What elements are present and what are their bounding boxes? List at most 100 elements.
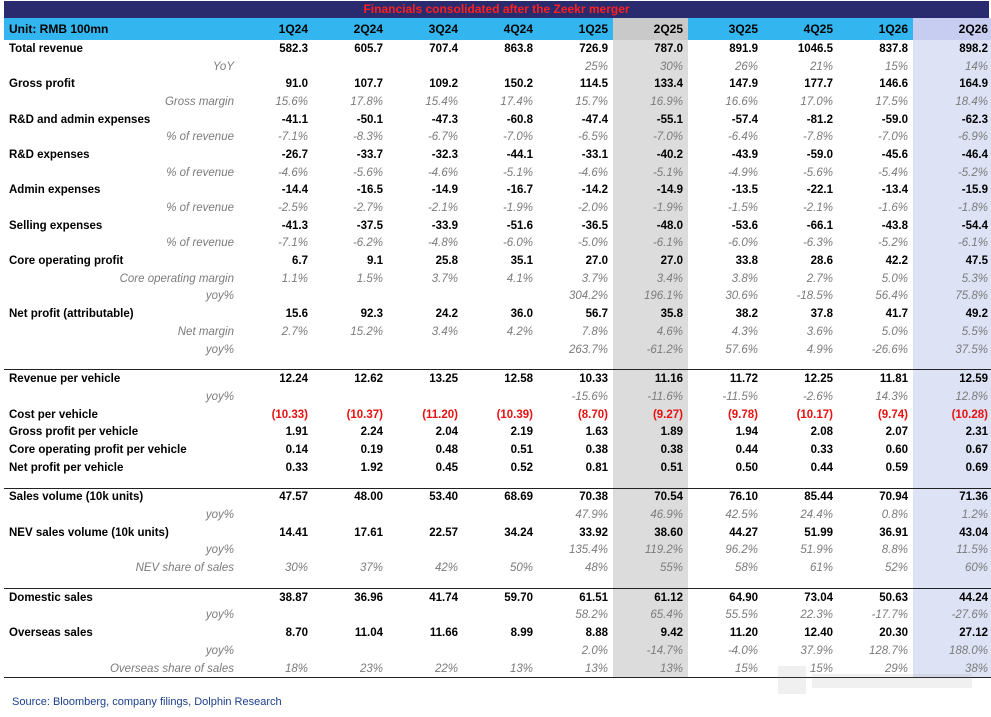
table-cell: -6.0% bbox=[727, 237, 758, 250]
table-cell: -44.1 bbox=[506, 148, 533, 161]
table-cell: 196.1% bbox=[613, 287, 688, 306]
period-header: 1Q25 bbox=[538, 18, 613, 40]
section-divider bbox=[4, 576, 991, 589]
table-cell: -11.5% bbox=[722, 390, 758, 403]
table-cell: -7.0% bbox=[877, 131, 908, 144]
table-cell: 37.5% bbox=[913, 340, 991, 359]
table-cell: 13% bbox=[509, 662, 533, 675]
table-cell: 12.8% bbox=[913, 388, 991, 406]
table-cell: -43.9 bbox=[731, 148, 758, 161]
table-cell: 52% bbox=[884, 562, 908, 575]
table-cell: -15.6% bbox=[571, 390, 608, 403]
table-cell: -66.1 bbox=[806, 219, 833, 232]
table-cell: 2.24 bbox=[360, 426, 383, 439]
table-row: yoy% 58.2% 65.4% 55.5% 22.3% -17.7% -27.6% bbox=[4, 606, 991, 625]
watermark-logo bbox=[778, 666, 972, 694]
table-cell: 22.3% bbox=[800, 609, 833, 622]
table-cell: 24.2 bbox=[435, 308, 458, 321]
table-cell bbox=[463, 288, 538, 306]
metric-label: Selling expenses bbox=[9, 219, 103, 232]
table-cell: 61.51 bbox=[538, 587, 613, 607]
table-cell: -13.5 bbox=[731, 184, 758, 197]
table-cell: 49.2 bbox=[913, 305, 991, 323]
table-cell bbox=[388, 642, 463, 660]
metric-label: Sales volume (10k units) bbox=[4, 487, 238, 507]
table-cell: 3.4% bbox=[613, 269, 688, 288]
table-cell: -62.3 bbox=[913, 110, 991, 129]
table-cell bbox=[313, 542, 388, 560]
table-cell bbox=[388, 506, 463, 524]
table-cell: -17.7% bbox=[871, 609, 908, 622]
table-cell: (9.27) bbox=[613, 405, 688, 424]
table-cell bbox=[463, 506, 538, 524]
table-cell: -16.7 bbox=[506, 184, 533, 197]
table-row: Net profit (attributable) 15.6 92.3 24.2 36.… bbox=[4, 305, 991, 323]
table-cell bbox=[313, 58, 388, 76]
metric-label: Core operating profit per vehicle bbox=[9, 443, 187, 456]
table-cell: 11.20 bbox=[729, 627, 758, 640]
table-cell: 37.9% bbox=[800, 644, 833, 657]
table-cell: -1.9% bbox=[613, 199, 688, 217]
table-body: Total revenue 582.3 605.7 707.4 863.8 726.9 78… bbox=[4, 40, 991, 679]
table-row: YoY 25% 30% 26% 21% 15% 14% bbox=[4, 57, 991, 76]
table-cell: 8.70 bbox=[285, 627, 308, 640]
table-cell bbox=[313, 642, 388, 660]
table-cell: 8.99 bbox=[510, 627, 533, 640]
table-cell: -43.8 bbox=[881, 219, 908, 232]
table-cell bbox=[238, 58, 313, 76]
table-cell bbox=[238, 388, 313, 406]
table-cell: 16.6% bbox=[725, 95, 758, 108]
table-cell bbox=[313, 506, 388, 524]
table-cell: -7.0% bbox=[502, 131, 533, 144]
table-cell: 15% bbox=[884, 60, 908, 73]
table-cell: 1.1% bbox=[281, 272, 308, 285]
table-cell: 85.44 bbox=[763, 487, 838, 507]
table-cell: 13.25 bbox=[388, 369, 463, 389]
table-cell bbox=[313, 388, 388, 406]
table-cell: -6.7% bbox=[427, 131, 458, 144]
table-row: yoy% 2.0% -14.7% -4.0% 37.9% 128.7% 188.0% bbox=[4, 642, 991, 660]
table-cell: 3.8% bbox=[731, 272, 758, 285]
table-cell: 76.10 bbox=[688, 487, 763, 507]
sub-metric-label: yoy% bbox=[205, 509, 234, 522]
table-cell: 36.0 bbox=[510, 308, 533, 321]
table-row: Core operating profit 6.7 9.1 25.8 35.1 27.0 2… bbox=[4, 252, 991, 270]
table-cell: -36.5 bbox=[581, 219, 608, 232]
table-cell: 33.8 bbox=[735, 255, 758, 268]
table-row: Total revenue 582.3 605.7 707.4 863.8 726.9 78… bbox=[4, 40, 991, 58]
table-cell: 8.8% bbox=[881, 544, 908, 557]
table-cell: 10.33 bbox=[538, 369, 613, 389]
table-cell: 70.38 bbox=[538, 487, 613, 507]
table-cell: 12.59 bbox=[913, 369, 991, 389]
table-cell: 11.16 bbox=[613, 369, 688, 389]
table-cell: 17.0% bbox=[800, 95, 833, 108]
sub-metric-label: % of revenue bbox=[166, 237, 234, 250]
table-cell: 96.2% bbox=[725, 544, 758, 557]
table-row: Net margin 2.7% 15.2% 3.4% 4.2% 7.8% 4.6% 4.3% 3… bbox=[4, 323, 991, 341]
table-cell: 17.4% bbox=[500, 95, 533, 108]
table-cell: 0.45 bbox=[435, 461, 458, 474]
table-cell: 61.12 bbox=[613, 587, 688, 607]
table-cell: 30% bbox=[284, 562, 308, 575]
table-cell: -27.6% bbox=[913, 606, 991, 625]
table-cell: 35.1 bbox=[510, 255, 533, 268]
table-cell: -5.6% bbox=[802, 166, 833, 179]
table-cell: 34.24 bbox=[504, 526, 533, 539]
table-row: Admin expenses -14.4 -16.5 -14.9 -16.7 -14.2-… bbox=[4, 181, 991, 200]
table-cell: 50% bbox=[509, 562, 533, 575]
sub-metric-label: yoy% bbox=[205, 290, 234, 303]
table-row: NEV sales volume (10k units) 14.41 17.61 22… bbox=[4, 523, 991, 542]
table-cell bbox=[463, 58, 538, 76]
table-cell: 29% bbox=[884, 662, 908, 675]
metric-label: Net profit (attributable) bbox=[9, 308, 134, 321]
table-cell: 0.60 bbox=[885, 443, 908, 456]
table-cell: 0.52 bbox=[510, 461, 533, 474]
table-cell: 2.08 bbox=[810, 426, 833, 439]
table-cell: 15.4% bbox=[425, 95, 458, 108]
table-cell: (9.74) bbox=[877, 408, 908, 421]
table-cell: 42% bbox=[434, 562, 458, 575]
table-cell: 41.74 bbox=[388, 587, 463, 607]
table-cell: 44.24 bbox=[913, 587, 991, 607]
table-cell: 726.9 bbox=[579, 42, 608, 55]
table-cell: 56.7 bbox=[585, 308, 608, 321]
